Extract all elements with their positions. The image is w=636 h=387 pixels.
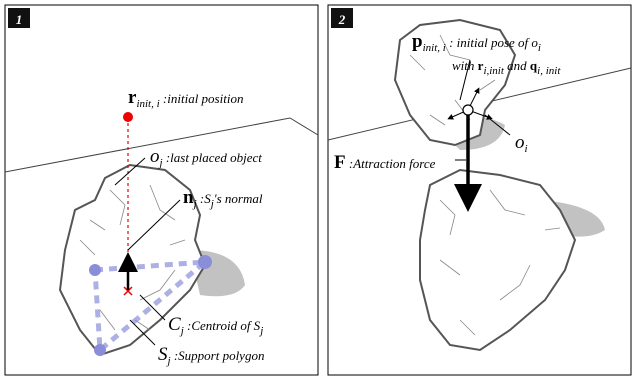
label-run: with [452, 58, 478, 73]
label-run: i,init [483, 65, 504, 77]
label-run: :initial position [160, 91, 244, 106]
diagram: 1 rinit, i :initial position oj :last plac… [0, 0, 636, 382]
badge-number: 1 [16, 12, 23, 27]
vertex [89, 264, 101, 276]
label-run: C [168, 314, 181, 335]
label-run: :S [197, 191, 212, 206]
label: Sj :Support polygon [158, 344, 264, 367]
initial-position [123, 112, 133, 122]
label-run: n [183, 187, 194, 208]
label-run: o [150, 146, 160, 167]
label-run: : initial pose of o [446, 35, 539, 50]
label-run: 's normal [214, 191, 263, 206]
label: Cj :Centroid of Sj [168, 314, 263, 337]
label-run: init, i [423, 42, 446, 54]
label-run: :Attraction force [346, 156, 436, 171]
label: rinit, i :initial position [128, 87, 243, 110]
badge-number: 2 [338, 12, 346, 27]
label: oj :last placed object [150, 146, 262, 169]
label-run: init, i [136, 98, 159, 110]
label-run: o [515, 132, 525, 153]
label-run: :Support polygon [171, 348, 265, 363]
label-run: F [334, 152, 346, 173]
label: oi [515, 132, 528, 155]
label-run: i [525, 143, 528, 155]
label-run: p [412, 31, 423, 52]
label-run: :Centroid of S [184, 318, 261, 333]
vertex [94, 344, 106, 356]
label: F :Attraction force [334, 152, 436, 173]
label-run: i [538, 42, 541, 54]
rock [420, 170, 575, 350]
label-run: and [504, 58, 530, 73]
frame-origin [463, 105, 473, 115]
label-run: S [158, 344, 168, 365]
label-run: :last placed object [163, 150, 263, 165]
label: nj :Sj's normal [183, 187, 263, 210]
label-run: i, init [537, 65, 561, 77]
vertex [198, 255, 212, 269]
